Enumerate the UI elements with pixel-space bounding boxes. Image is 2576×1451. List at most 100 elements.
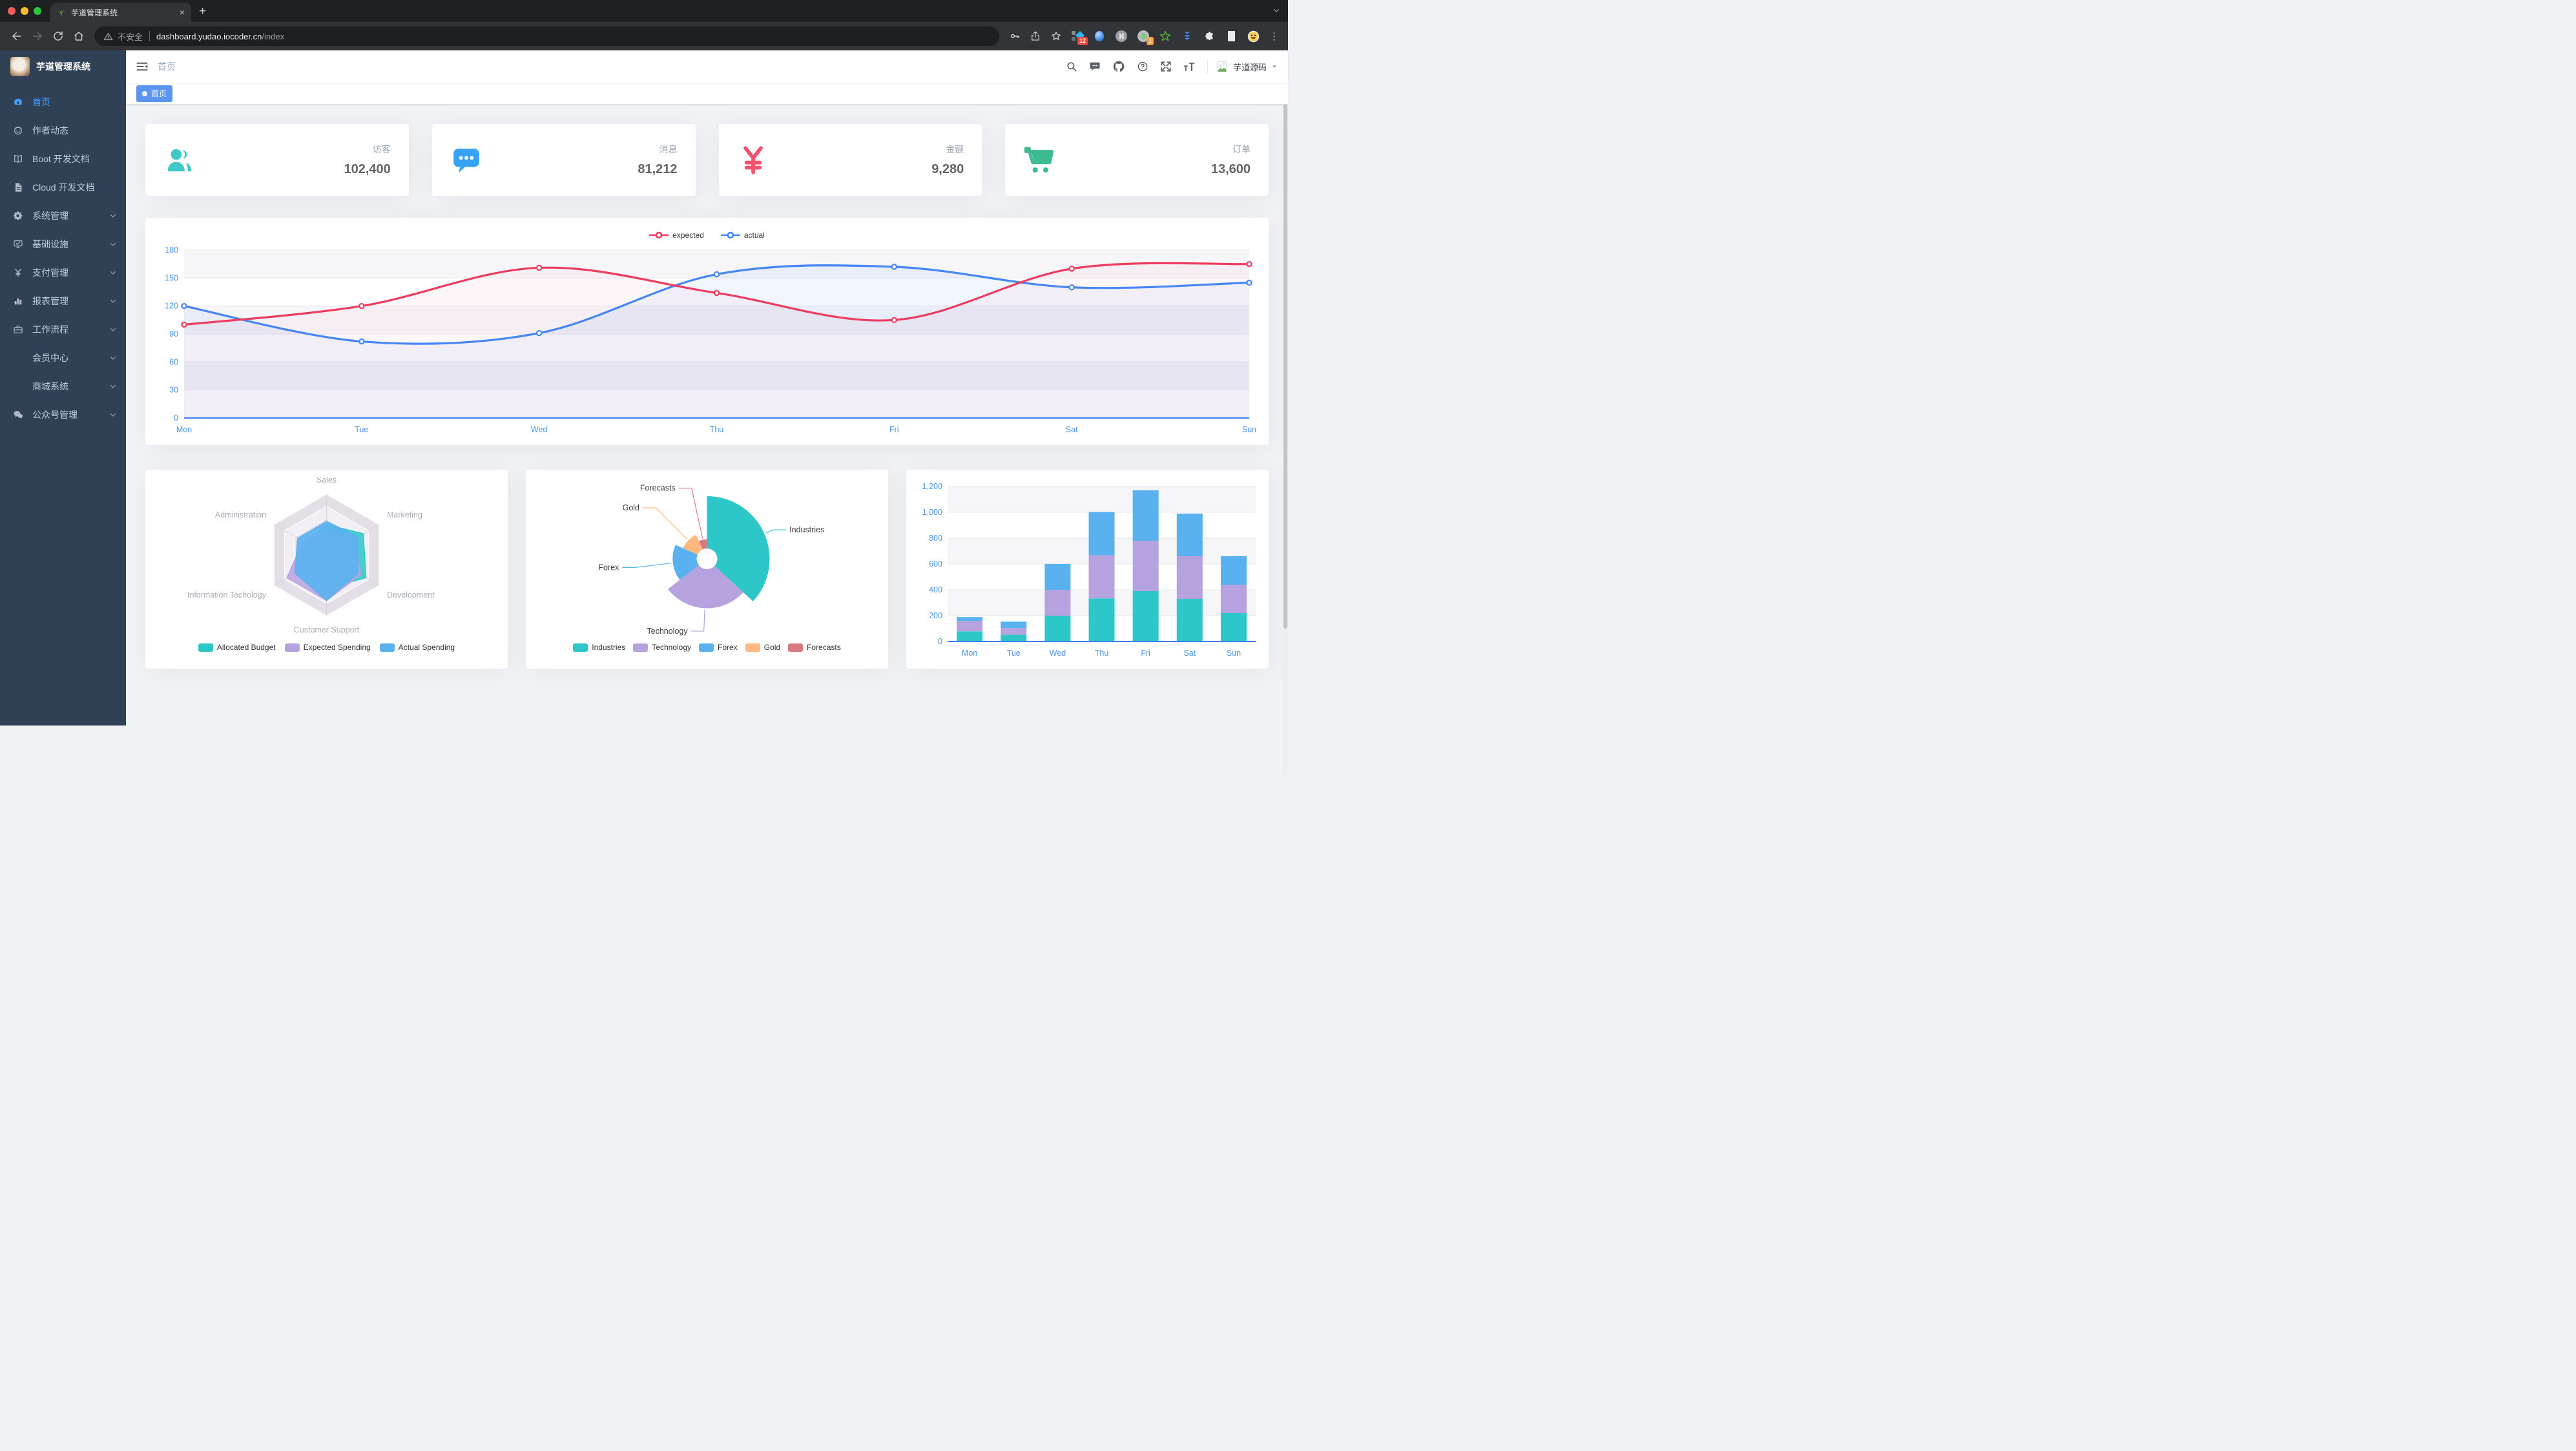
search-icon[interactable]: [1066, 61, 1077, 72]
pie-chart[interactable]: Industries Technology Forex Gold Forecasts: [534, 477, 880, 639]
stat-card-3[interactable]: 订单 13,600: [1005, 124, 1269, 196]
bar-chart[interactable]: Mon Tue Wed Thu Fri Sat Sun 0 200 400 600 800 1,000 1…: [914, 477, 1261, 661]
sidebar-item-label: 支付管理: [32, 267, 68, 278]
stat-card-0[interactable]: 访客 102,400: [145, 124, 409, 196]
reload-icon[interactable]: [52, 30, 64, 42]
svg-text:Gold: Gold: [623, 503, 639, 512]
legend-item[interactable]: Actual Spending: [379, 643, 455, 652]
pie-chart-panel: Industries Technology Forex Gold Forecasts I…: [526, 470, 888, 669]
sidebar-item-11[interactable]: 公众号管理: [0, 401, 126, 429]
extension-green-star-icon[interactable]: [1158, 29, 1172, 43]
home-icon[interactable]: [73, 30, 85, 42]
url-path[interactable]: /index: [262, 31, 285, 41]
sidebar-item-10[interactable]: 商城系统: [0, 372, 126, 401]
font-size-icon[interactable]: [1183, 61, 1195, 72]
legend-label: Actual Spending: [398, 643, 455, 652]
reading-list-icon[interactable]: [1224, 29, 1238, 43]
browser-tab[interactable]: 芋道管理系统 ×: [50, 3, 191, 22]
chevron-down-icon: [109, 297, 117, 305]
address-bar[interactable]: 不安全 dashboard.yudao.iocoder.cn/index: [94, 26, 999, 46]
github-icon[interactable]: [1112, 60, 1125, 73]
extensions-puzzle-icon[interactable]: [1202, 29, 1216, 43]
legend-label: Technology: [652, 643, 691, 652]
stat-card-2[interactable]: 金额 9,280: [718, 124, 982, 196]
radar-chart[interactable]: Sales Administration Information Techology…: [153, 477, 500, 639]
bookmark-star-icon[interactable]: [1050, 30, 1062, 42]
user-avatar-broken-image-icon: [1216, 59, 1229, 74]
stat-value: 81,212: [638, 162, 678, 176]
stat-label: 访客: [372, 144, 391, 154]
legend-item[interactable]: expected: [649, 231, 704, 240]
sidebar-logo[interactable]: 芋道管理系统: [0, 50, 126, 83]
tags-view: 首页: [126, 83, 1288, 105]
legend-item[interactable]: Gold: [745, 643, 780, 652]
legend-item[interactable]: Technology: [633, 643, 691, 652]
sidebar-item-label: Cloud 开发文档: [32, 182, 95, 193]
dashboard-icon: [13, 97, 23, 107]
sidebar-item-1[interactable]: 作者动态: [0, 116, 126, 145]
sidebar-item-9[interactable]: 会员中心: [0, 344, 126, 372]
window-controls[interactable]: [0, 7, 50, 15]
sidebar-item-8[interactable]: 工作流程: [0, 315, 126, 344]
stat-card-1[interactable]: 消息 81,212: [431, 124, 696, 196]
legend-item[interactable]: Forex: [699, 643, 738, 652]
extension-session-icon[interactable]: 1: [1136, 29, 1154, 45]
tag-home[interactable]: 首页: [136, 85, 173, 102]
share-icon[interactable]: [1030, 30, 1041, 42]
gear-icon: [13, 211, 23, 221]
legend-item[interactable]: Forecasts: [788, 643, 841, 652]
close-window-button[interactable]: [8, 7, 16, 15]
extension-tampermonkey-icon[interactable]: 12: [1070, 29, 1088, 45]
radar-chart-panel: Sales Administration Information Techology…: [145, 470, 508, 669]
url-host[interactable]: dashboard.yudao.iocoder.cn: [156, 31, 262, 41]
forward-icon[interactable]: [32, 30, 43, 42]
extension-command-icon[interactable]: ⌘: [1114, 29, 1128, 43]
cart-icon: [1023, 144, 1055, 176]
extension-chevrons-icon[interactable]: [1180, 29, 1194, 43]
legend-swatch: [198, 643, 213, 652]
user-dropdown[interactable]: 芋道源码: [1207, 59, 1278, 74]
key-icon[interactable]: [1009, 30, 1021, 42]
svg-text:Wed: Wed: [1050, 649, 1066, 658]
legend-item[interactable]: Industries: [573, 643, 625, 652]
profile-avatar-icon[interactable]: [1246, 29, 1260, 43]
legend-swatch: [745, 643, 760, 652]
legend-label: Forecasts: [807, 643, 841, 652]
svg-text:Sun: Sun: [1242, 425, 1256, 434]
sidebar-item-3[interactable]: Cloud 开发文档: [0, 173, 126, 202]
message-icon[interactable]: [1089, 61, 1101, 72]
legend-item[interactable]: Allocated Budget: [198, 643, 276, 652]
line-chart-legend: expected actual: [156, 227, 1258, 244]
legend-item[interactable]: actual: [720, 231, 765, 240]
yen-icon: [13, 267, 23, 278]
page-scrollbar[interactable]: [1283, 101, 1288, 776]
svg-text:Technology: Technology: [647, 627, 688, 636]
zoom-window-button[interactable]: [34, 7, 41, 15]
logo-avatar: [10, 57, 30, 76]
extension-balloon-icon[interactable]: [1092, 29, 1106, 43]
browser-menu-kebab-icon[interactable]: ⋮: [1269, 31, 1279, 42]
legend-swatch: [699, 643, 714, 652]
tab-search-icon[interactable]: [1272, 6, 1280, 14]
sidebar-item-2[interactable]: Boot 开发文档: [0, 145, 126, 173]
new-tab-button[interactable]: +: [199, 4, 207, 18]
sidebar-collapse-icon[interactable]: [136, 60, 149, 73]
minimize-window-button[interactable]: [21, 7, 28, 15]
extension-badge: 12: [1077, 37, 1088, 45]
line-chart[interactable]: 0 30 60 90 120 150 180 Mon Tue Wed Thu Fri Sat Sun: [156, 244, 1258, 437]
sidebar-item-4[interactable]: 系统管理: [0, 202, 126, 230]
fullscreen-icon[interactable]: [1160, 61, 1172, 72]
sidebar-item-6[interactable]: 支付管理: [0, 258, 126, 287]
sidebar-item-7[interactable]: 报表管理: [0, 287, 126, 315]
sidebar-item-5[interactable]: 基础设施: [0, 230, 126, 258]
breadcrumb[interactable]: 首页: [158, 61, 176, 72]
svg-text:Customer Support: Customer Support: [294, 625, 360, 634]
sidebar-item-0[interactable]: 首页: [0, 88, 126, 116]
briefcase-icon: [13, 324, 23, 335]
help-icon[interactable]: [1137, 61, 1148, 72]
back-icon[interactable]: [11, 30, 23, 42]
scrollbar-thumb[interactable]: [1283, 102, 1287, 629]
security-label[interactable]: 不安全: [118, 32, 143, 42]
legend-item[interactable]: Expected Spending: [284, 643, 371, 652]
tab-close-icon[interactable]: ×: [179, 7, 185, 17]
